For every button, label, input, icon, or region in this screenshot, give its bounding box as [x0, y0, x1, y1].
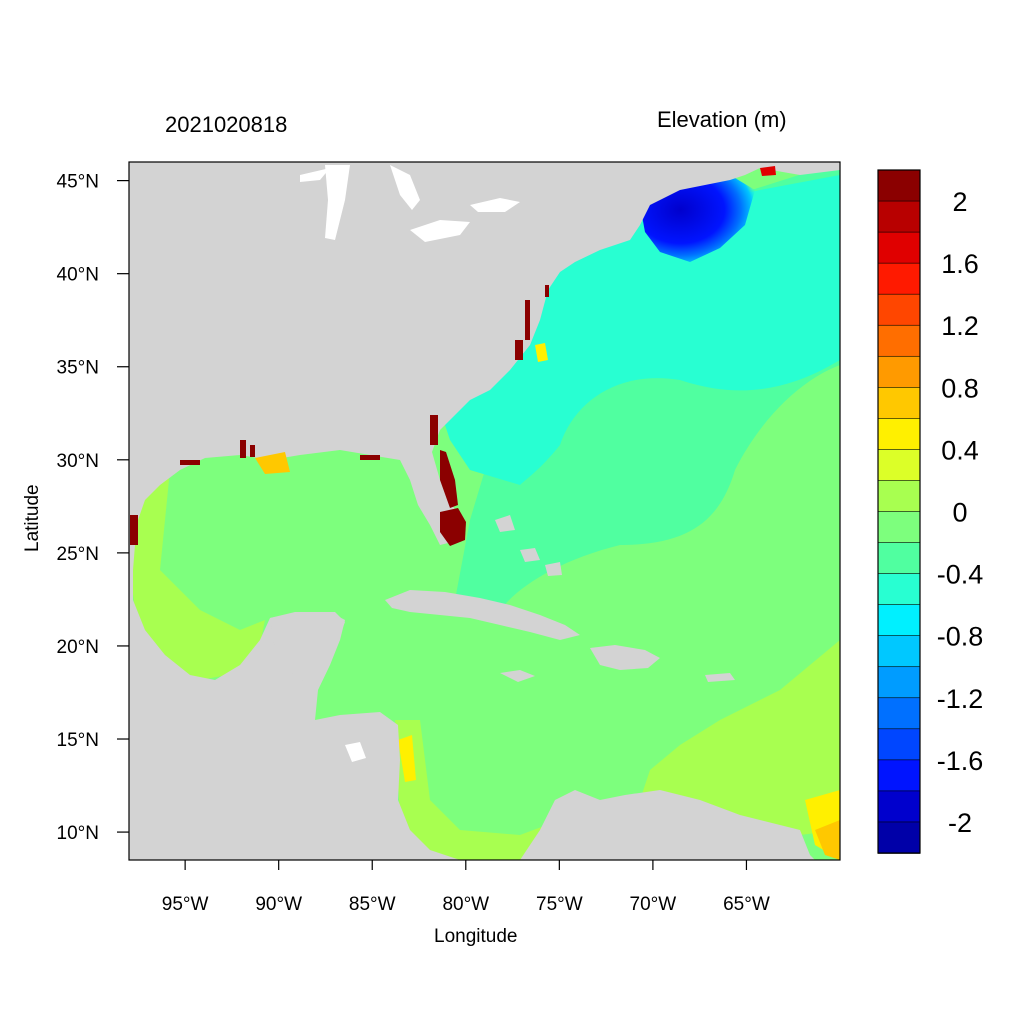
colorbar-swatch: [877, 821, 921, 854]
lake-nicaragua: [345, 742, 366, 762]
y-tick-label: 30°N: [57, 451, 99, 472]
x-tick-label: 65°W: [723, 894, 770, 915]
x-tick-label: 85°W: [349, 894, 396, 915]
colorbar-swatch: [877, 200, 921, 233]
y-tick-label: 20°N: [57, 637, 99, 658]
colorbar-swatch: [877, 262, 921, 295]
colorbar-swatch: [877, 604, 921, 637]
cuba-island: [385, 590, 580, 640]
x-tick-label: 80°W: [442, 894, 489, 915]
x-tick-label: 70°W: [630, 894, 677, 915]
y-tick-label: 10°N: [57, 823, 99, 844]
x-axis-ticks: 95°W 90°W 85°W 80°W 75°W 70°W 65°W: [162, 860, 770, 915]
yucatan-peninsula: [270, 612, 345, 685]
land: [129, 162, 840, 860]
colorbar-swatch: [877, 480, 921, 513]
jamaica-island: [500, 670, 535, 682]
colorbar-swatch: [877, 449, 921, 482]
plot-frame: [128, 161, 841, 861]
colorbar-label: -0.4: [937, 560, 984, 590]
florida-east-coast-surge: [440, 450, 458, 508]
colorbar-label: -1.2: [937, 684, 984, 714]
gulf-coast-surge-specks: [130, 285, 549, 545]
maine-positive-surge: [760, 166, 776, 176]
hispaniola-island: [590, 645, 660, 670]
north-america-land: [129, 162, 840, 860]
great-lakes: [300, 165, 520, 242]
carolina-coast-yellow: [535, 343, 548, 362]
colorbar-swatch: [877, 355, 921, 389]
colorbar-swatch: [877, 293, 921, 327]
colorbar-swatch: [877, 169, 921, 202]
shelf-water-region: [440, 175, 840, 485]
colorbar-swatch: [877, 728, 921, 761]
western-gulf-positive: [129, 470, 265, 680]
colorbar-label: -0.8: [937, 622, 984, 652]
colorbar-swatch: [877, 635, 921, 668]
colorbar-label: 0: [952, 498, 967, 528]
colorbar-frame: [877, 169, 921, 854]
colorbar-swatch: [877, 511, 921, 544]
colorbar-swatch: [877, 387, 921, 420]
colorbar-label: 1.6: [941, 249, 979, 279]
date-label: 2021020818: [165, 112, 288, 137]
central-america-positive: [395, 720, 560, 860]
colorbar-label: 1.2: [941, 311, 979, 341]
bahamas-islands: [495, 515, 562, 576]
guiana-coast-orange: [815, 820, 840, 860]
y-axis-ticks: 45°N 40°N 35°N 30°N 25°N 20°N 15°N 10°N: [57, 172, 129, 844]
gulf-of-maine-surge: [640, 175, 755, 262]
colorbar-label: 0.8: [941, 373, 979, 403]
x-axis-label: Longitude: [434, 926, 518, 947]
colorbar: [877, 169, 921, 854]
colorbar-swatch: [877, 790, 921, 823]
map-plot-area: [129, 162, 840, 860]
colorbar-label: -2: [948, 808, 972, 838]
y-tick-label: 15°N: [57, 730, 99, 751]
colorbar-swatch: [877, 573, 921, 606]
puerto-rico-island: [705, 673, 735, 682]
y-tick-label: 40°N: [57, 265, 99, 286]
caribbean-positive: [640, 640, 840, 835]
nicaragua-coast-yellow: [398, 735, 416, 782]
y-tick-label: 25°N: [57, 544, 99, 565]
colorbar-labels: 2 1.6 1.2 0.8 0.4 0 -0.4 -0.8 -1.2 -1.6 -2: [937, 187, 984, 838]
variable-label: Elevation (m): [657, 107, 787, 132]
colorbar-swatch: [877, 697, 921, 730]
x-tick-label: 95°W: [162, 894, 209, 915]
colorbar-swatch: [877, 418, 921, 451]
y-tick-label: 45°N: [57, 172, 99, 193]
colorbar-swatch: [877, 542, 921, 575]
florida-surge: [440, 508, 466, 546]
x-tick-label: 75°W: [536, 894, 583, 915]
louisiana-coast-orange: [255, 452, 290, 474]
colorbar-label: -1.6: [937, 746, 984, 776]
colorbar-swatch: [877, 759, 921, 792]
south-america-land: [520, 790, 815, 860]
colorbar-label: 2: [952, 187, 967, 217]
y-tick-label: 35°N: [57, 358, 99, 379]
x-tick-label: 90°W: [255, 894, 302, 915]
colorbar-swatch: [877, 231, 921, 264]
colorbar-label: 0.4: [941, 435, 979, 465]
colorbar-swatch: [877, 324, 921, 358]
colorbar-swatch: [877, 666, 921, 699]
